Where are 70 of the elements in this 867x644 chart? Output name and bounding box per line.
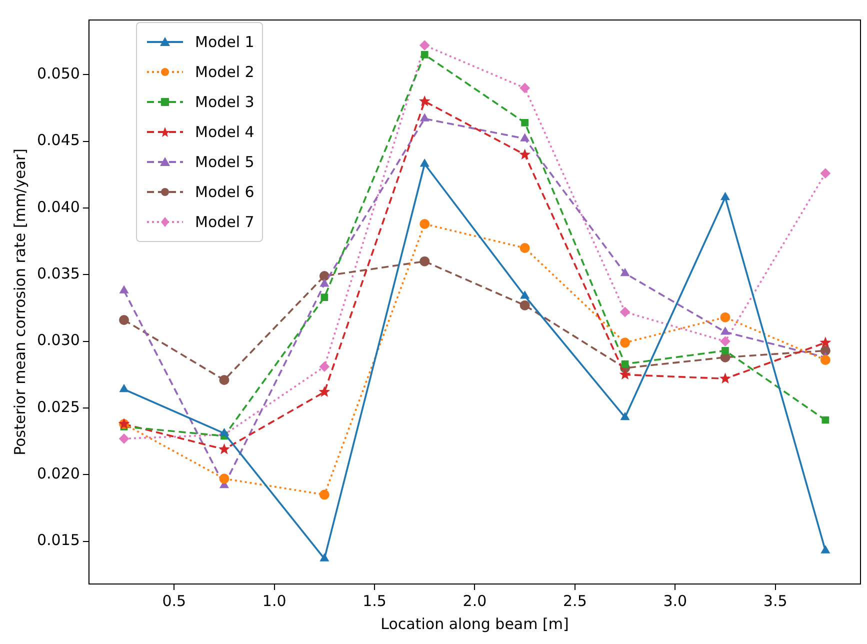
- point: [619, 368, 631, 380]
- x-tick-label: 1.5: [362, 592, 386, 610]
- point: [418, 95, 430, 106]
- point: [621, 360, 629, 368]
- y-tick-label: 0.040: [36, 198, 80, 216]
- point: [519, 148, 531, 160]
- point: [720, 336, 730, 346]
- point: [722, 346, 729, 354]
- y-tick-label: 0.025: [36, 398, 80, 416]
- point: [520, 134, 530, 142]
- point: [420, 114, 430, 122]
- point: [720, 312, 730, 322]
- point: [620, 338, 630, 348]
- point: [319, 362, 330, 372]
- point: [120, 384, 128, 392]
- point: [521, 118, 529, 126]
- point: [119, 315, 130, 325]
- point: [319, 490, 330, 500]
- point: [620, 412, 630, 420]
- point: [821, 546, 830, 554]
- point: [120, 286, 128, 294]
- x-tick-label: 0.5: [162, 592, 186, 610]
- point: [820, 168, 830, 178]
- y-tick-label: 0.030: [36, 331, 80, 350]
- y-tick-label: 0.035: [36, 264, 80, 283]
- point: [720, 192, 730, 200]
- point: [820, 336, 832, 348]
- point: [822, 416, 830, 424]
- point: [420, 219, 430, 229]
- point: [420, 159, 430, 167]
- point: [820, 355, 830, 365]
- x-tick-label: 3.0: [663, 592, 688, 610]
- legend-label: Model 6: [195, 183, 254, 201]
- x-tick-label: 2.5: [562, 592, 587, 610]
- legend-label: Model 3: [195, 93, 254, 111]
- point: [420, 40, 430, 50]
- x-tick-label: 3.5: [763, 592, 788, 610]
- point: [320, 279, 329, 287]
- point: [218, 443, 230, 454]
- y-axis-title: Posterior mean corrosion rate [mm/year]: [10, 148, 29, 456]
- point: [420, 50, 428, 58]
- y-tick-label: 0.015: [36, 531, 80, 550]
- point: [119, 434, 130, 444]
- legend-label: Model 7: [195, 213, 254, 231]
- y-tick-label: 0.045: [36, 131, 80, 150]
- point: [420, 256, 430, 266]
- legend-label: Model 4: [195, 123, 254, 141]
- y-tick-label: 0.050: [36, 64, 80, 83]
- point: [318, 386, 330, 397]
- x-tick-label: 1.0: [262, 592, 286, 610]
- point: [620, 268, 630, 276]
- point: [320, 294, 328, 302]
- x-tick-label: 2.0: [462, 592, 487, 610]
- point: [520, 300, 530, 310]
- point: [219, 375, 230, 385]
- legend-label: Model 1: [195, 33, 254, 51]
- point: [520, 291, 530, 299]
- point: [620, 307, 630, 317]
- point: [320, 554, 329, 562]
- point: [220, 428, 229, 436]
- point: [219, 474, 230, 484]
- point: [720, 327, 730, 335]
- point: [319, 271, 330, 281]
- legend-label: Model 5: [195, 153, 254, 171]
- legend-label: Model 2: [195, 63, 254, 81]
- point: [720, 372, 731, 384]
- point: [520, 243, 530, 253]
- x-axis-title: Location along beam [m]: [380, 614, 569, 633]
- point: [520, 83, 530, 93]
- y-tick-label: 0.020: [36, 464, 80, 483]
